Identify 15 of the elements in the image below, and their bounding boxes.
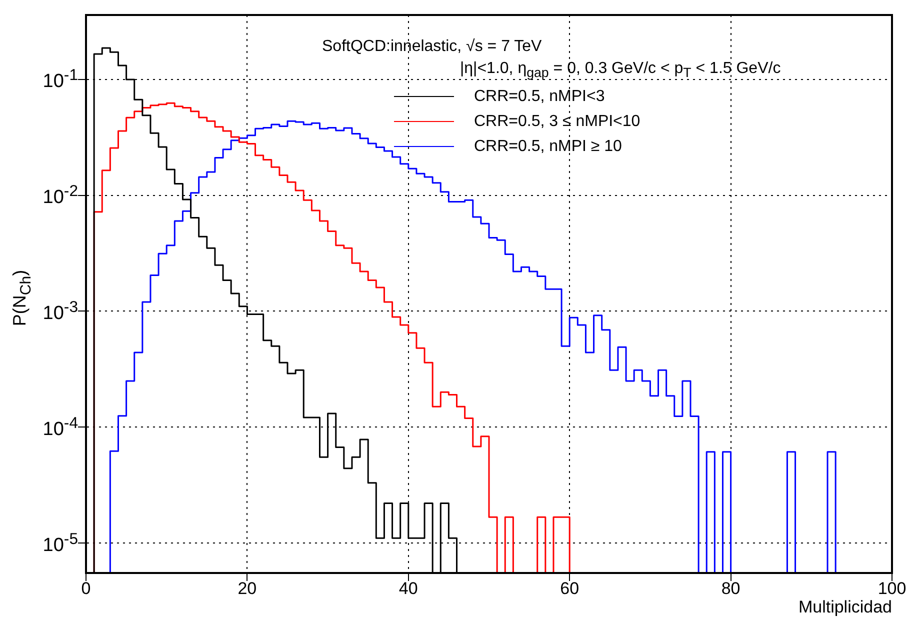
y-tick-label: 10$^{-2}$: [42, 182, 78, 210]
y-tick-label: 10$^{-3}$: [42, 298, 78, 326]
x-tick-label: 60: [560, 579, 580, 599]
y-tick-label: 10$^{-4}$: [42, 414, 78, 442]
x-tick-label: 20: [238, 579, 257, 599]
legend-label: CRR=0.5, nMPI ≥ 10: [474, 138, 622, 156]
y-tick-label: 10$^{-1}$: [42, 66, 78, 94]
x-axis-title: Multiplicidad: [798, 597, 892, 616]
x-tick-label: 100: [878, 579, 906, 599]
y-tick-label: 10$^{-5}$: [42, 530, 78, 558]
x-tick-label: 0: [81, 579, 91, 599]
x-tick-label: 80: [721, 579, 740, 599]
text: SoftQCD:innelastic, √s = 7 TeV: [322, 38, 542, 56]
legend-label: CRR=0.5, nMPI<3: [474, 88, 605, 106]
x-tick-label: 40: [398, 579, 418, 599]
